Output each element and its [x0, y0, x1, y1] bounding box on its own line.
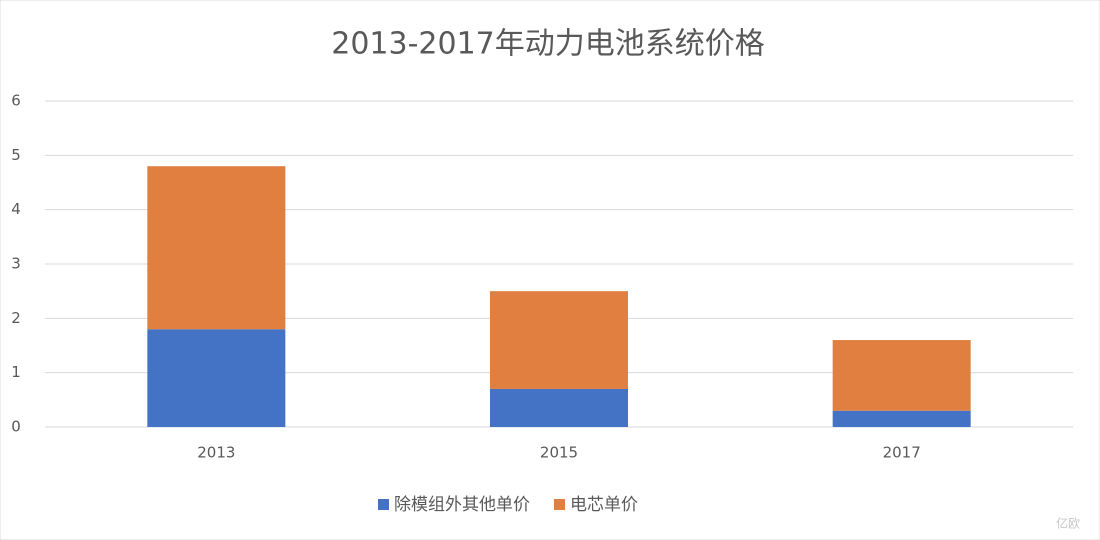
bar-segment — [147, 329, 286, 427]
bar-segment — [832, 340, 971, 411]
y-tick-label: 6 — [11, 92, 21, 110]
bar-segment — [832, 410, 971, 427]
x-tick-label: 2015 — [540, 444, 578, 462]
y-tick-label: 5 — [11, 146, 21, 164]
legend-label: 除模组外其他单价 — [394, 495, 530, 515]
y-tick-label: 0 — [11, 418, 21, 436]
y-tick-label: 4 — [11, 200, 21, 218]
legend-label: 电芯单价 — [570, 495, 638, 515]
legend-swatch — [378, 499, 389, 510]
bar-segment — [490, 388, 628, 427]
watermark: 亿欧 — [1056, 516, 1080, 531]
y-tick-label: 2 — [11, 309, 21, 327]
legend-swatch — [554, 499, 565, 510]
bar-segment — [490, 291, 628, 389]
chart-title: 2013-2017年动力电池系统价格 — [331, 27, 765, 62]
y-tick-label: 1 — [11, 363, 21, 381]
x-tick-label: 2017 — [883, 444, 921, 462]
bar-segment — [147, 166, 286, 330]
y-tick-label: 3 — [11, 255, 21, 273]
x-tick-label: 2013 — [197, 444, 235, 462]
